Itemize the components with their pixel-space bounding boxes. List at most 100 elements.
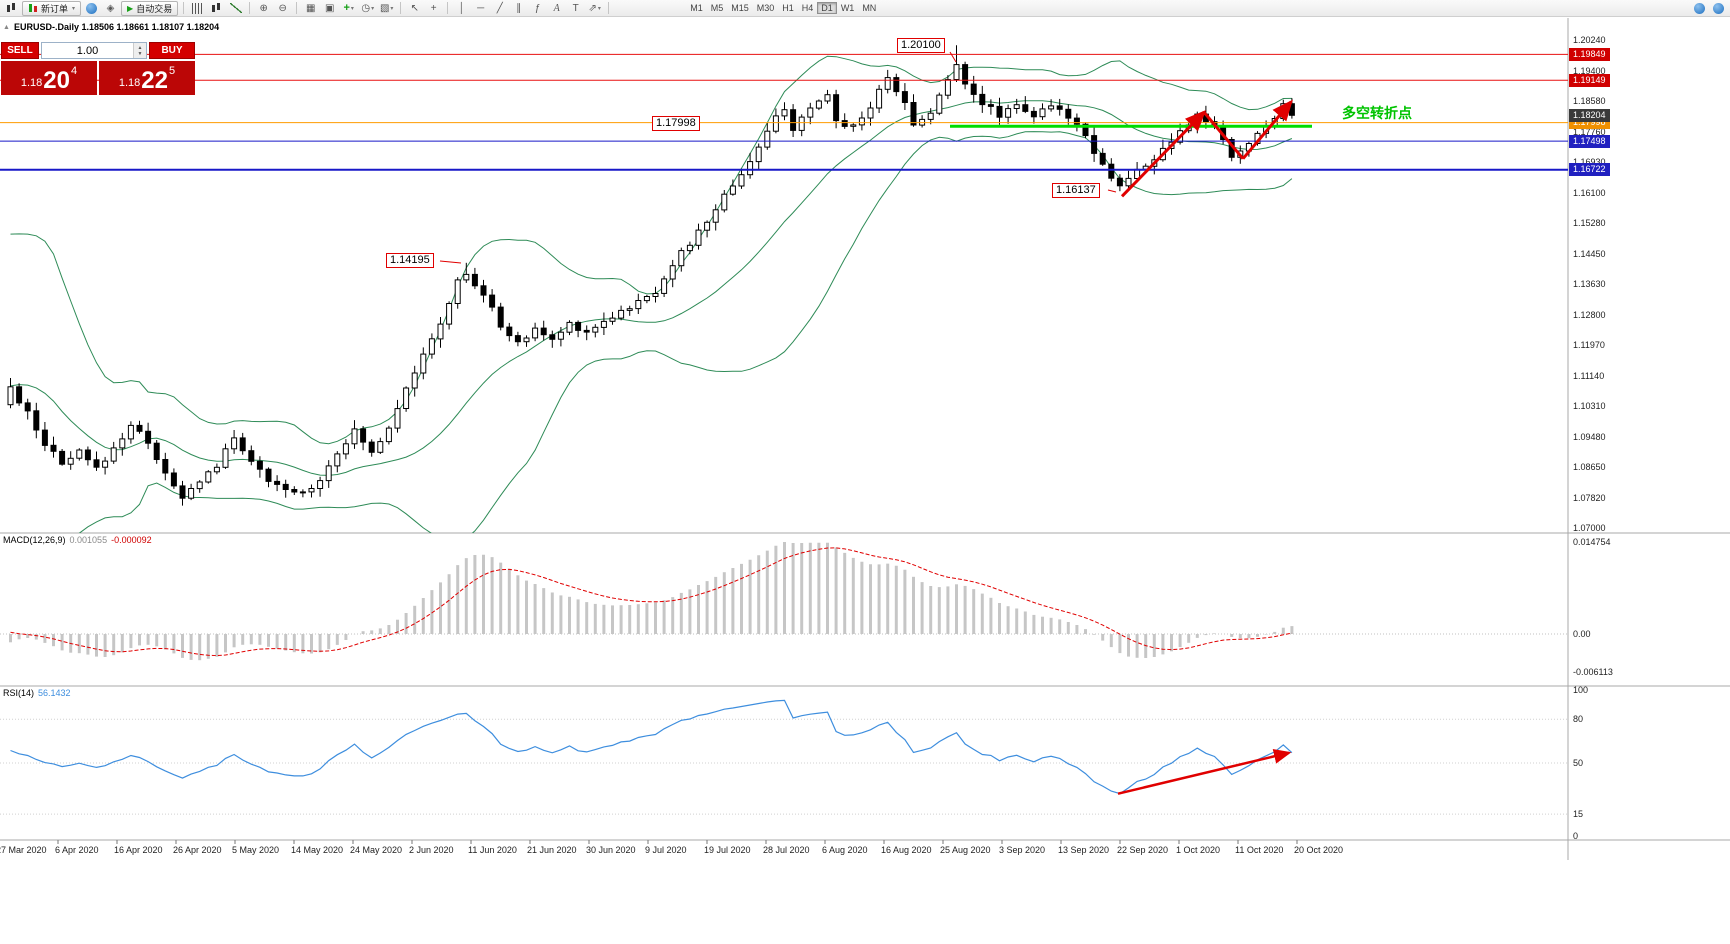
candle-body <box>1022 104 1029 112</box>
date-axis-label: 6 Aug 2020 <box>822 845 868 855</box>
price-axis-label: 1.08650 <box>1573 462 1606 472</box>
candle-body <box>738 174 745 187</box>
trend-arrow[interactable] <box>1241 99 1293 160</box>
zoom-in-icon[interactable]: ⊕ <box>259 2 268 14</box>
trend-arrow[interactable] <box>1120 110 1207 198</box>
tile-windows-icon[interactable]: ▦ <box>305 2 316 14</box>
toolbar-spacer <box>614 8 684 9</box>
timeframe-m30[interactable]: M30 <box>756 2 775 13</box>
zoom-out-icon[interactable]: ⊖ <box>278 2 287 14</box>
new-order-label: 新订单 <box>41 3 69 14</box>
bar-chart-icon[interactable] <box>189 1 206 16</box>
turning-point-annotation[interactable]: 多空转折点 <box>1342 105 1412 121</box>
stepper-down-icon[interactable]: ▼ <box>137 50 143 57</box>
crosshair-icon[interactable]: + <box>430 2 437 14</box>
candle-body <box>970 83 977 95</box>
candle-body <box>325 465 332 482</box>
candle-body <box>652 293 659 297</box>
chart-title: EURUSD-.Daily 1.18506 1.18661 1.18107 1.… <box>14 22 220 32</box>
price-axis-label: 1.09480 <box>1573 431 1606 442</box>
line-chart-icon[interactable] <box>227 1 244 16</box>
navigator-icon[interactable]: ◈ <box>106 2 115 14</box>
timeframe-m5[interactable]: M5 <box>710 2 724 13</box>
auto-arrange-icon[interactable]: ▣ <box>324 2 335 14</box>
timeframe-w1[interactable]: W1 <box>840 2 855 13</box>
price-annotation[interactable]: 1.17998 <box>652 116 700 131</box>
text-tool-icon[interactable]: A <box>553 2 560 14</box>
channel-icon[interactable]: ∥ <box>516 2 522 14</box>
auto-trading-button[interactable]: ▶ 自动交易 <box>121 0 179 16</box>
candle-body <box>1091 135 1098 154</box>
fibonacci-icon[interactable]: ƒ <box>534 2 541 14</box>
timeframe-mn[interactable]: MN <box>862 2 877 13</box>
timeframe-m1[interactable]: M1 <box>690 2 703 13</box>
macd-signal-line <box>10 547 1292 657</box>
vertical-line-icon[interactable]: │ <box>458 2 465 14</box>
candle-body <box>437 323 444 340</box>
candle-body <box>815 100 822 109</box>
cursor-icon[interactable]: ↖ <box>410 2 419 14</box>
market-watch-icon[interactable] <box>83 1 100 16</box>
candle-body <box>7 386 14 406</box>
price-axis-label: 1.17760 <box>1573 126 1606 137</box>
timeframe-h1[interactable]: H1 <box>782 2 794 13</box>
chart-window-icon[interactable] <box>3 1 20 16</box>
price-axis-label: 1.18580 <box>1573 96 1606 106</box>
date-axis-label: 3 Sep 2020 <box>999 845 1046 855</box>
candle-body <box>532 327 539 339</box>
timeframe-m15[interactable]: M15 <box>731 2 749 13</box>
indicators-button[interactable]: + ▾ <box>340 1 357 16</box>
price-axis-label: 1.11970 <box>1573 340 1605 350</box>
arrows-tool-icon[interactable]: ⇗ ▾ <box>588 2 601 14</box>
candle-body <box>721 193 728 211</box>
sell-big-figure: 1.18 <box>20 77 43 89</box>
price-axis-label: 1.13630 <box>1573 279 1606 289</box>
rsi-trend-arrow[interactable] <box>1117 748 1292 795</box>
trendline-icon[interactable]: ╱ <box>496 2 503 14</box>
date-axis-label: 13 Sep 2020 <box>1058 845 1110 855</box>
macd-axis-label: 0.014754 <box>1573 537 1611 547</box>
annotation-callout <box>1107 189 1117 193</box>
chevron-down-icon: ▾ <box>371 5 375 12</box>
volume-stepper[interactable]: ▲ ▼ <box>133 43 146 58</box>
buy-pips: 22 <box>141 67 168 94</box>
trend-arrow[interactable] <box>1202 111 1245 160</box>
help-icon[interactable] <box>1710 1 1727 16</box>
new-order-button[interactable]: 新订单 ▾ <box>22 0 82 16</box>
price-annotation[interactable]: 1.16137 <box>1052 183 1100 198</box>
horizontal-line-icon[interactable]: ─ <box>477 2 485 14</box>
candle-body <box>403 387 410 409</box>
periods-button[interactable]: ◷ ▾ <box>361 2 375 14</box>
candle-body <box>876 88 883 109</box>
candle-chart-icon[interactable] <box>208 1 225 16</box>
candle-body <box>1048 105 1055 110</box>
price-annotation[interactable]: 1.14195 <box>386 253 434 268</box>
templates-button[interactable]: ▧ ▾ <box>379 2 394 14</box>
stepper-up-icon[interactable]: ▲ <box>137 44 143 51</box>
sell-button[interactable]: SELL <box>1 42 39 59</box>
price-annotation[interactable]: 1.20100 <box>897 38 945 53</box>
buy-price-tile[interactable]: 1.18 22 5 <box>99 61 195 95</box>
candle-body <box>222 448 229 468</box>
one-click-toggle[interactable]: ▲ <box>3 24 10 31</box>
buy-pipette: 5 <box>169 65 176 77</box>
timeframe-d1[interactable]: D1 <box>817 1 837 14</box>
date-axis-label: 6 Apr 2020 <box>55 845 99 855</box>
blue-circle-icon <box>1713 2 1724 14</box>
sell-price-tile[interactable]: 1.18 20 4 <box>1 61 97 95</box>
label-tool-icon[interactable]: T <box>572 2 579 14</box>
rsi-axis-label: 15 <box>1573 809 1584 820</box>
candle-body <box>618 309 625 319</box>
mql5-community-icon[interactable] <box>1691 1 1708 16</box>
volume-input[interactable] <box>42 43 133 58</box>
candle-body <box>256 460 263 470</box>
candle-body <box>334 453 341 467</box>
timeframe-h4[interactable]: H4 <box>801 2 814 13</box>
buy-button[interactable]: BUY <box>149 42 195 59</box>
macd-axis-label: -0.006113 <box>1573 667 1613 678</box>
date-axis-label: 26 Apr 2020 <box>173 845 222 855</box>
buy-big-figure: 1.18 <box>118 77 141 89</box>
candle-body <box>798 116 805 131</box>
candlestick-glyph <box>6 2 17 14</box>
